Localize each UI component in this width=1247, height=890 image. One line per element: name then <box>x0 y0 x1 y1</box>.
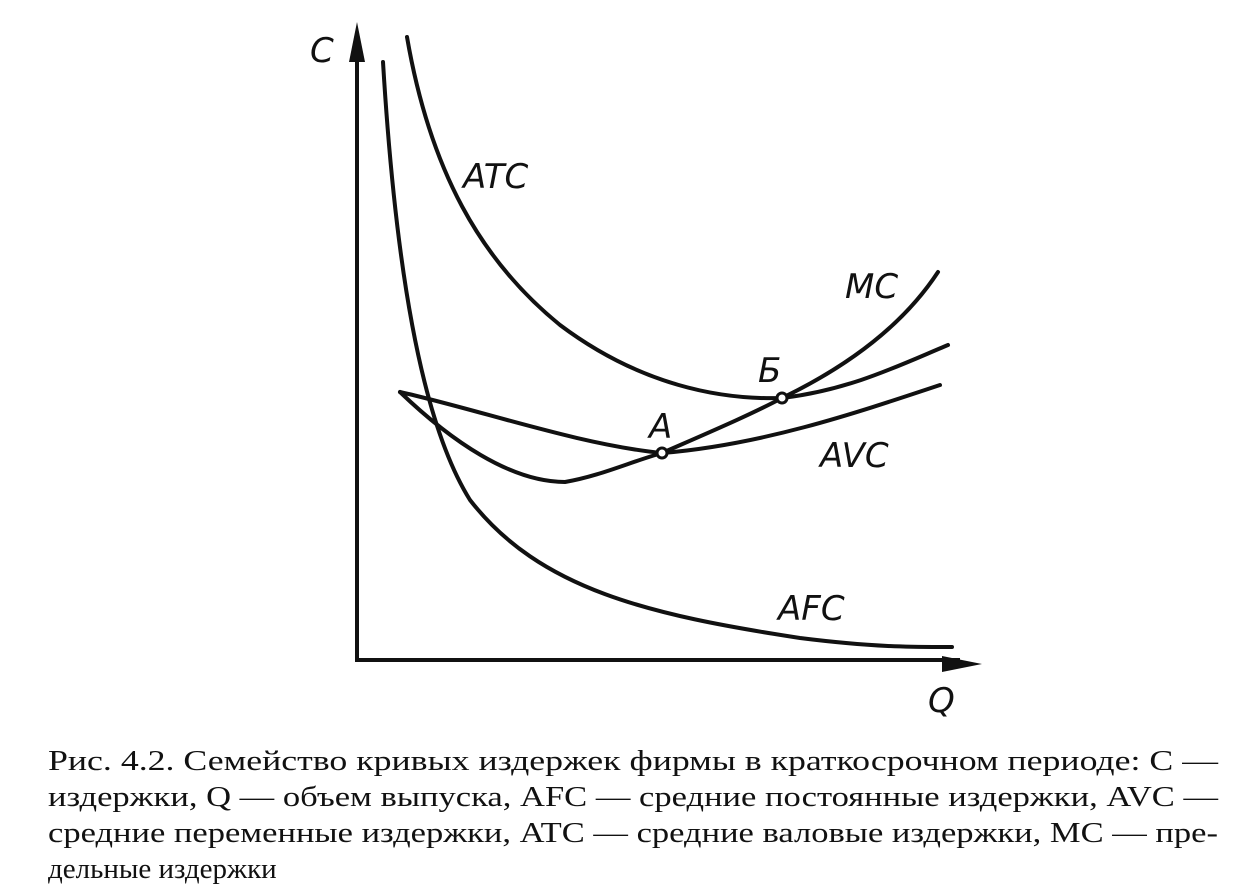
caption-line: дельные издержки <box>48 853 277 885</box>
caption-line: средние переменные издержки, ATC — средн… <box>48 817 1218 849</box>
point-a-label: A <box>647 407 672 447</box>
avc-label: AVC <box>818 436 889 476</box>
atc-label: ATC <box>461 157 529 197</box>
point-b-label: Б <box>758 351 781 391</box>
point-b <box>775 391 789 405</box>
y-arrow <box>349 22 365 62</box>
afc-label: AFC <box>776 589 845 629</box>
y-axis-label: C <box>310 31 334 71</box>
afc-curve <box>381 60 954 650</box>
atc-curve <box>405 35 950 401</box>
caption-line: Рис. 4.2. Семейство кривых издержек фирм… <box>48 745 1219 777</box>
point-a <box>655 446 669 460</box>
caption-line: издержки, Q — объем выпуска, AFC — средн… <box>48 781 1219 813</box>
mc-label: MC <box>845 267 898 307</box>
x-arrow <box>942 656 982 672</box>
x-axis-label: Q <box>928 681 955 721</box>
